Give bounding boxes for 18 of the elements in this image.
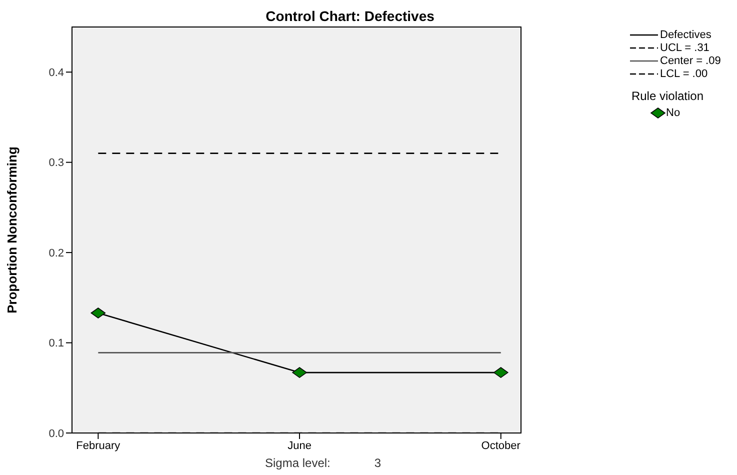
legend-label: Center = .09 xyxy=(660,54,721,66)
y-tick-label: 0.3 xyxy=(48,157,64,170)
y-tick-label: 0.4 xyxy=(48,67,64,80)
chart-title: Control Chart: Defectives xyxy=(264,8,436,24)
legend-label: UCL = .31 xyxy=(660,42,710,54)
legend-label: No xyxy=(666,107,680,119)
y-tick-label: 0.2 xyxy=(48,247,64,260)
x-tick-label: October xyxy=(481,440,521,452)
y-tick-label: 0.0 xyxy=(48,428,64,440)
legend-label: Defectives xyxy=(660,28,712,40)
y-axis-title: Proportion Nonconforming xyxy=(4,146,20,314)
legend-title: Rule violation xyxy=(630,89,705,103)
x-tick-label: June xyxy=(288,440,312,452)
text: Sigma level: xyxy=(265,456,330,470)
x-tick-label: February xyxy=(76,440,121,452)
text: 3 xyxy=(374,456,382,470)
legend-label: LCL = .00 xyxy=(660,68,708,80)
y-tick-label: 0.1 xyxy=(48,338,64,350)
